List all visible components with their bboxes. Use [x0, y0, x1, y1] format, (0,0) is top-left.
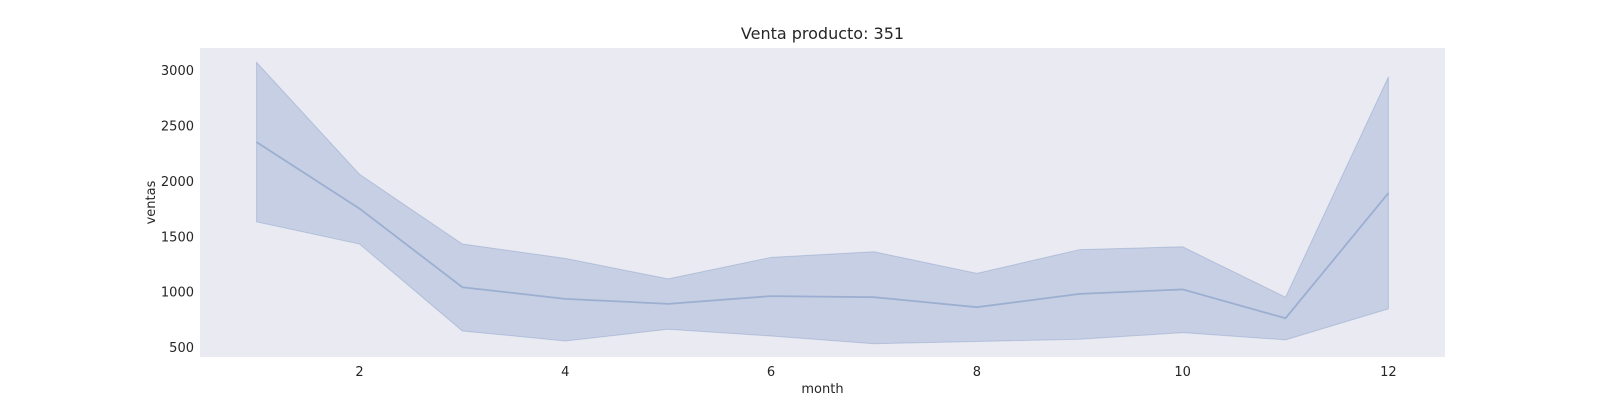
confidence-band-layer — [256, 61, 1389, 345]
x-tick-label: 12 — [1380, 365, 1397, 380]
x-tick-label: 10 — [1174, 365, 1191, 380]
x-axis-label: month — [801, 382, 843, 397]
x-tick-label: 6 — [767, 365, 775, 380]
y-tick-label: 3000 — [161, 64, 194, 79]
plot-area-background — [200, 48, 1445, 357]
y-tick-label: 2000 — [161, 175, 194, 190]
y-axis-label: ventas — [144, 180, 159, 224]
x-tick-label: 8 — [973, 365, 981, 380]
y-tick-label: 2500 — [161, 120, 194, 135]
series-line-layer — [256, 141, 1390, 320]
x-tick-labels: 2 4 6 8 10 12 — [355, 365, 1396, 380]
y-tick-label: 1500 — [161, 230, 194, 245]
chart-title: Venta producto: 351 — [741, 24, 904, 43]
confidence-band — [256, 61, 1389, 345]
series-line — [256, 141, 1390, 320]
x-tick-label: 2 — [355, 365, 363, 380]
y-tick-label: 500 — [169, 341, 194, 356]
y-tick-labels: 500 1000 1500 2000 2500 3000 — [161, 64, 194, 356]
x-tick-label: 4 — [561, 365, 569, 380]
y-tick-label: 1000 — [161, 286, 194, 301]
